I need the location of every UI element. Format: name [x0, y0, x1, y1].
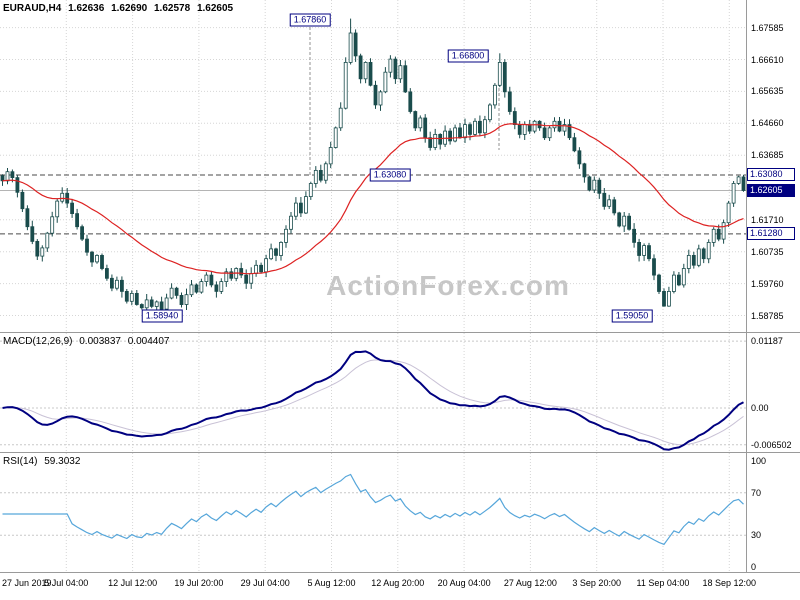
price-axis-label: 1.59760 [751, 278, 784, 289]
macd-axis-label: 0.00 [751, 403, 769, 413]
price-axis-label: 1.67585 [751, 22, 784, 33]
price-axis-label: 1.63685 [751, 150, 784, 161]
time-axis-label: 11 Sep 04:00 [636, 578, 690, 588]
price-axis-label: 1.61710 [751, 214, 784, 225]
macd-axis-label: 0.01187 [751, 336, 783, 347]
rsi-title: RSI(14) 59.3032 [3, 456, 84, 467]
macd-main-value: 0.003837 [79, 336, 121, 347]
time-axis-label: 29 Jul 04:00 [240, 578, 290, 588]
time-axis-label: 20 Aug 04:00 [437, 578, 491, 588]
macd-label: MACD(12,26,9) [3, 336, 73, 347]
ohlc-close: 1.62605 [196, 3, 234, 14]
time-axis-label: 19 Jul 20:00 [174, 578, 224, 588]
chart-title: EURAUD,H4 1.62636 1.62690 1.62578 1.6260… [3, 3, 237, 14]
symbol-label: EURAUD,H4 [3, 3, 62, 14]
rsi-label: RSI(14) [3, 456, 38, 467]
axis-separator [746, 0, 747, 572]
rsi-axis-label: 100 [751, 456, 767, 466]
rsi-axis-label: 30 [751, 530, 762, 541]
panel-separator [0, 332, 800, 333]
rsi-value: 59.3032 [44, 456, 81, 467]
time-axis-label: 5 Jul 04:00 [44, 578, 89, 588]
ohlc-open: 1.62636 [68, 3, 105, 14]
level-price-box: 1.63080 [747, 168, 795, 181]
macd-title: MACD(12,26,9) 0.003837 0.004407 [3, 336, 173, 347]
macd-axis-label: -0.006502 [751, 439, 792, 450]
price-axis-label: 1.60735 [751, 246, 784, 257]
time-axis-label: 12 Jul 12:00 [108, 578, 158, 588]
price-axis: 1.67585 1.66610 1.65635 1.64660 1.63685 1.617… [746, 0, 800, 573]
time-axis-label: 27 Jun 2019 [2, 578, 52, 588]
price-axis-label: 1.65635 [751, 86, 784, 97]
price-axis-label: 1.66610 [751, 54, 784, 65]
rsi-axis-label: 0 [751, 562, 757, 572]
rsi-axis-label: 70 [751, 487, 762, 498]
time-axis-label: 27 Aug 12:00 [503, 578, 557, 588]
price-chart-canvas [0, 0, 746, 332]
ohlc-high: 1.62690 [111, 3, 148, 14]
level-price-box: 1.61280 [747, 226, 795, 240]
time-axis-label: 12 Aug 20:00 [371, 578, 425, 588]
panel-separator [0, 452, 800, 453]
macd-signal-value: 0.004407 [127, 336, 170, 347]
ohlc-low: 1.62578 [154, 3, 191, 14]
time-axis: 27 Jun 2019 5 Jul 04:00 12 Jul 12:00 19 Jul… [0, 573, 800, 600]
price-axis-label: 1.58785 [751, 310, 784, 321]
time-axis-label: 3 Sep 20:00 [572, 578, 621, 588]
current-price-box: 1.62605 [747, 183, 795, 197]
price-axis-label: 1.64660 [751, 118, 784, 129]
panel-separator [0, 572, 800, 573]
watermark: ActionForex.com [326, 270, 570, 301]
time-axis-label: 5 Aug 12:00 [307, 578, 356, 588]
time-axis-label: 18 Sep 12:00 [702, 578, 757, 588]
rsi-chart-canvas [0, 453, 746, 572]
macd-chart-canvas [0, 333, 746, 452]
